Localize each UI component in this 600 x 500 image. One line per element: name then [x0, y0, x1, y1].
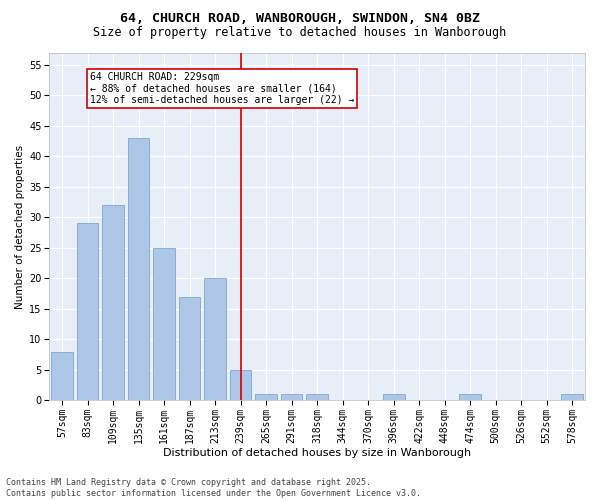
Bar [562, 394, 583, 400]
Text: Contains HM Land Registry data © Crown copyright and database right 2025.
Contai: Contains HM Land Registry data © Crown c… [6, 478, 421, 498]
Bar [179, 296, 200, 401]
Bar [281, 394, 302, 400]
Bar [383, 394, 404, 400]
Bar [230, 370, 251, 400]
Bar [204, 278, 226, 400]
Text: 64 CHURCH ROAD: 229sqm
← 88% of detached houses are smaller (164)
12% of semi-de: 64 CHURCH ROAD: 229sqm ← 88% of detached… [90, 72, 355, 105]
Bar [255, 394, 277, 400]
Bar [153, 248, 175, 400]
X-axis label: Distribution of detached houses by size in Wanborough: Distribution of detached houses by size … [163, 448, 471, 458]
Text: 64, CHURCH ROAD, WANBOROUGH, SWINDON, SN4 0BZ: 64, CHURCH ROAD, WANBOROUGH, SWINDON, SN… [120, 12, 480, 26]
Text: Size of property relative to detached houses in Wanborough: Size of property relative to detached ho… [94, 26, 506, 39]
Bar [128, 138, 149, 400]
Bar [102, 205, 124, 400]
Bar [460, 394, 481, 400]
Bar [307, 394, 328, 400]
Bar [51, 352, 73, 401]
Bar [77, 224, 98, 400]
Y-axis label: Number of detached properties: Number of detached properties [15, 144, 25, 308]
